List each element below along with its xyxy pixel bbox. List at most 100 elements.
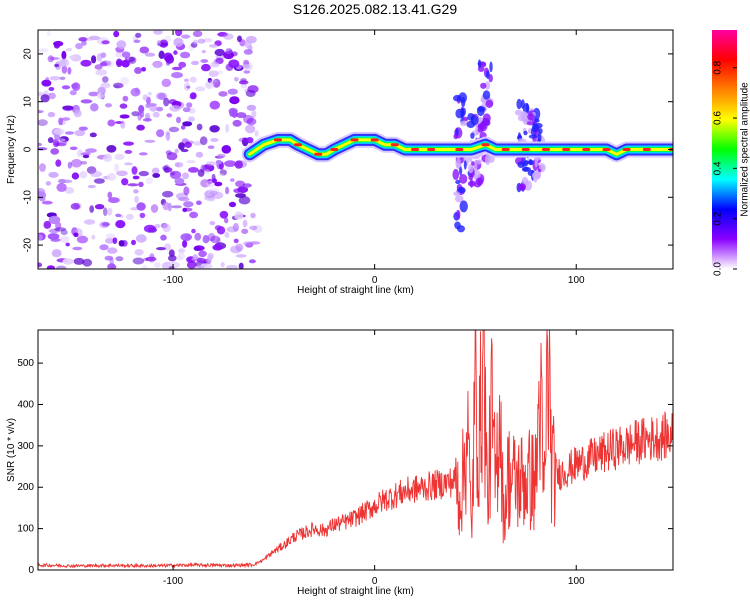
noise-blob (215, 159, 222, 165)
noise-blob (173, 50, 178, 55)
noise-blob (135, 234, 147, 243)
noise-blob (233, 188, 242, 193)
noise-blob (176, 116, 181, 124)
noise-blob (106, 173, 117, 181)
burst-blob (521, 166, 529, 172)
burst-blob (453, 133, 459, 140)
noise-blob (130, 87, 141, 97)
noise-blob (114, 153, 125, 160)
noise-blob (78, 37, 88, 42)
noise-blob (114, 163, 120, 172)
noise-blob (104, 255, 114, 261)
noise-blob (71, 83, 79, 89)
noise-blob (168, 249, 175, 257)
colorbar (712, 30, 737, 269)
noise-blob (154, 223, 161, 229)
burst-blob (516, 98, 522, 110)
burst-blob (517, 161, 525, 169)
noise-blob (146, 103, 157, 107)
burst-blob (518, 183, 526, 191)
noise-blob (38, 262, 43, 268)
noise-blob (156, 40, 161, 47)
noise-blob (70, 203, 81, 210)
noise-blob (165, 132, 171, 141)
noise-blob (48, 171, 59, 178)
noise-blob (56, 182, 67, 192)
noise-blob (99, 221, 110, 229)
noise-blob (41, 200, 53, 205)
heatmap-xtick-label: 100 (568, 275, 585, 286)
noise-blob (119, 103, 128, 109)
noise-blob (38, 234, 44, 241)
snr-series-line (38, 330, 673, 569)
noise-blob (64, 187, 75, 194)
noise-blob (202, 164, 215, 172)
noise-blob (207, 77, 213, 83)
burst-blob (477, 159, 482, 165)
noise-blob (76, 235, 88, 244)
noise-blob (108, 197, 120, 204)
noise-blob (136, 202, 146, 211)
noise-blob (132, 175, 140, 180)
noise-blob (59, 235, 70, 244)
noise-blob (142, 118, 152, 122)
noise-blob (122, 95, 129, 102)
noise-blob (102, 76, 109, 83)
ridge-peak (542, 148, 550, 151)
snr-ytick-label: 500 (17, 358, 34, 369)
snr-ytick-label: 200 (17, 482, 34, 493)
noise-blob (69, 55, 76, 60)
noise-blob (189, 211, 199, 219)
noise-blob (221, 145, 232, 154)
noise-blob (219, 210, 229, 219)
snr-xtick-label: -100 (163, 576, 183, 587)
noise-blob (242, 64, 251, 69)
noise-blob (248, 259, 256, 264)
noise-blob (214, 181, 223, 187)
noise-blob (224, 232, 230, 238)
burst-blob (514, 109, 523, 116)
noise-blob (81, 40, 87, 46)
noise-blob (235, 254, 247, 258)
noise-blob (178, 197, 190, 202)
noise-blob (212, 78, 221, 88)
noise-blob (127, 183, 139, 187)
noise-blob (54, 61, 62, 70)
noise-blob (142, 94, 148, 101)
noise-blob (217, 70, 224, 75)
noise-blob (252, 224, 263, 233)
noise-blob (55, 159, 62, 167)
noise-blob (182, 107, 191, 113)
ridge-peak (582, 148, 591, 151)
burst-blob (459, 174, 468, 184)
noise-blob (141, 264, 148, 269)
heatmap-ytick-label: 10 (23, 96, 34, 108)
burst-blob (528, 134, 538, 139)
burst-blob (476, 105, 485, 117)
noise-blob (90, 103, 99, 112)
noise-blob (204, 190, 216, 199)
noise-blob (38, 142, 43, 147)
noise-blob (209, 221, 216, 226)
noise-blob (220, 262, 225, 268)
noise-blob (48, 215, 61, 225)
noise-blob (88, 35, 101, 41)
noise-blob (47, 55, 55, 63)
noise-blob (139, 46, 150, 54)
noise-blob (61, 117, 71, 121)
noise-blob (47, 111, 56, 118)
burst-blob (457, 186, 466, 194)
noise-blob (240, 83, 248, 89)
noise-blob (235, 193, 246, 198)
noise-blob (64, 131, 75, 135)
noise-blob (201, 49, 206, 54)
noise-blob (114, 121, 124, 124)
noise-blob (192, 30, 203, 37)
noise-blob (73, 109, 82, 118)
noise-blob (218, 173, 224, 177)
noise-blob (182, 207, 188, 213)
noise-blob (38, 48, 49, 53)
noise-blob (227, 88, 238, 95)
snr-ytick-label: 300 (17, 441, 34, 452)
noise-blob (168, 255, 177, 262)
